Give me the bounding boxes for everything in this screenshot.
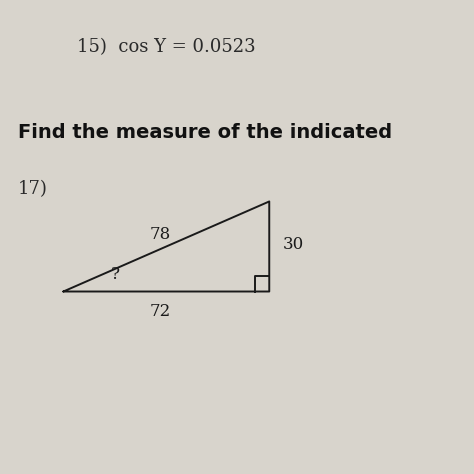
Text: 78: 78	[150, 226, 171, 243]
Text: 17): 17)	[18, 180, 48, 198]
Text: 15)  cos Y = 0.0523: 15) cos Y = 0.0523	[77, 38, 255, 56]
Text: Find the measure of the indicated: Find the measure of the indicated	[18, 123, 392, 142]
Text: ?: ?	[111, 266, 120, 283]
Text: 30: 30	[283, 236, 304, 253]
Text: 72: 72	[150, 303, 171, 320]
